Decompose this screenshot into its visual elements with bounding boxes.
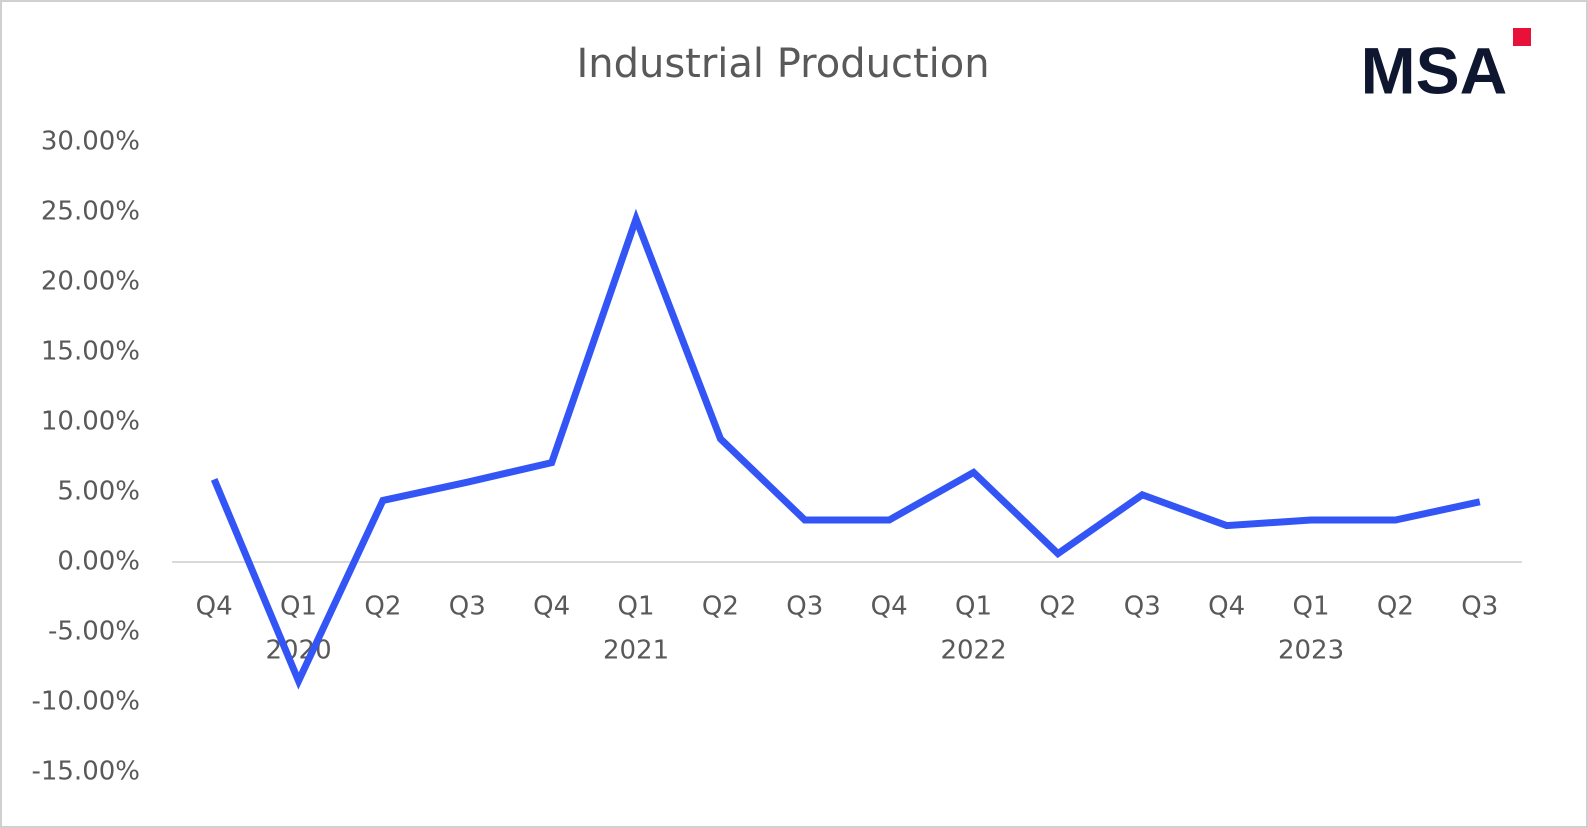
y-tick-label: -5.00% [48, 617, 140, 647]
x-tick-label: Q1 [618, 592, 655, 622]
x-tick-label: Q3 [1124, 592, 1161, 622]
x-tick-label: Q4 [1208, 592, 1245, 622]
y-tick-label: 0.00% [57, 547, 140, 577]
logo-square [1513, 28, 1531, 46]
x-tick-label: Q4 [871, 592, 908, 622]
y-tick-label: 5.00% [57, 477, 140, 507]
x-group-label: 2020 [265, 636, 331, 666]
logo: MSA [1361, 33, 1508, 107]
x-group-label: 2021 [603, 636, 669, 666]
x-tick-label: Q1 [280, 592, 317, 622]
x-group-label: 2022 [940, 636, 1006, 666]
x-tick-label: Q3 [1461, 592, 1498, 622]
y-tick-label: -15.00% [31, 757, 140, 787]
x-tick-label: Q2 [364, 592, 401, 622]
data-line [210, 208, 1481, 690]
y-tick-label: 10.00% [41, 407, 140, 437]
x-tick-label: Q2 [1377, 592, 1414, 622]
y-tick-label: 25.00% [41, 197, 140, 227]
x-tick-label: Q4 [196, 592, 233, 622]
x-tick-label: Q1 [955, 592, 992, 622]
x-tick-label: Q2 [1039, 592, 1076, 622]
y-tick-label: 20.00% [41, 267, 140, 297]
x-group-label: 2023 [1278, 636, 1344, 666]
x-tick-label: Q3 [786, 592, 823, 622]
y-tick-label: 30.00% [41, 127, 140, 157]
x-tick-label: Q2 [702, 592, 739, 622]
chart-title: Industrial Production [576, 41, 989, 87]
x-tick-label: Q1 [1293, 592, 1330, 622]
y-tick-label: 15.00% [41, 337, 140, 367]
y-tick-label: -10.00% [31, 687, 140, 717]
x-tick-label: Q4 [533, 592, 570, 622]
x-tick-label: Q3 [449, 592, 486, 622]
